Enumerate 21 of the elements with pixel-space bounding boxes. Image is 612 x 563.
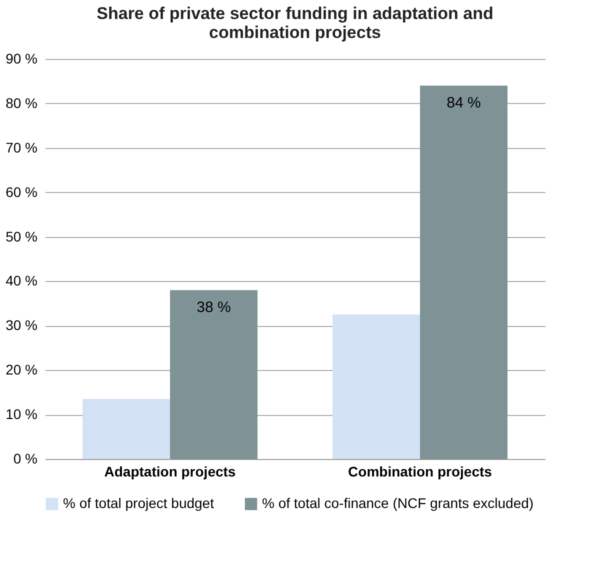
y-tick-label: 40 % (6, 272, 38, 289)
legend-label: % of total project budget (63, 495, 214, 511)
y-tick-label: 30 % (6, 317, 38, 334)
y-tick-label: 70 % (6, 139, 38, 156)
legend-label: % of total co-finance (NCF grants excluded) (262, 495, 534, 511)
y-tick-label: 0 % (13, 450, 38, 466)
chart-title: Share of private sector funding in adaptation and combination projects (96, 4, 494, 42)
y-tick-label: 20 % (6, 362, 38, 378)
y-tick-label: 60 % (6, 184, 38, 200)
bar (170, 290, 258, 459)
bar (332, 314, 420, 459)
data-label: 84 % (446, 94, 481, 112)
y-tick-label: 50 % (6, 228, 38, 244)
y-tick-label: 10 % (6, 406, 38, 422)
y-tick-label: 80 % (6, 94, 38, 111)
x-tick-label: Adaptation projects (104, 464, 236, 480)
x-tick-label: Combination projects (348, 464, 492, 480)
bar (420, 86, 508, 459)
data-label: 38 % (196, 299, 231, 316)
bar (82, 399, 170, 459)
y-tick-label: 90 % (6, 50, 38, 66)
